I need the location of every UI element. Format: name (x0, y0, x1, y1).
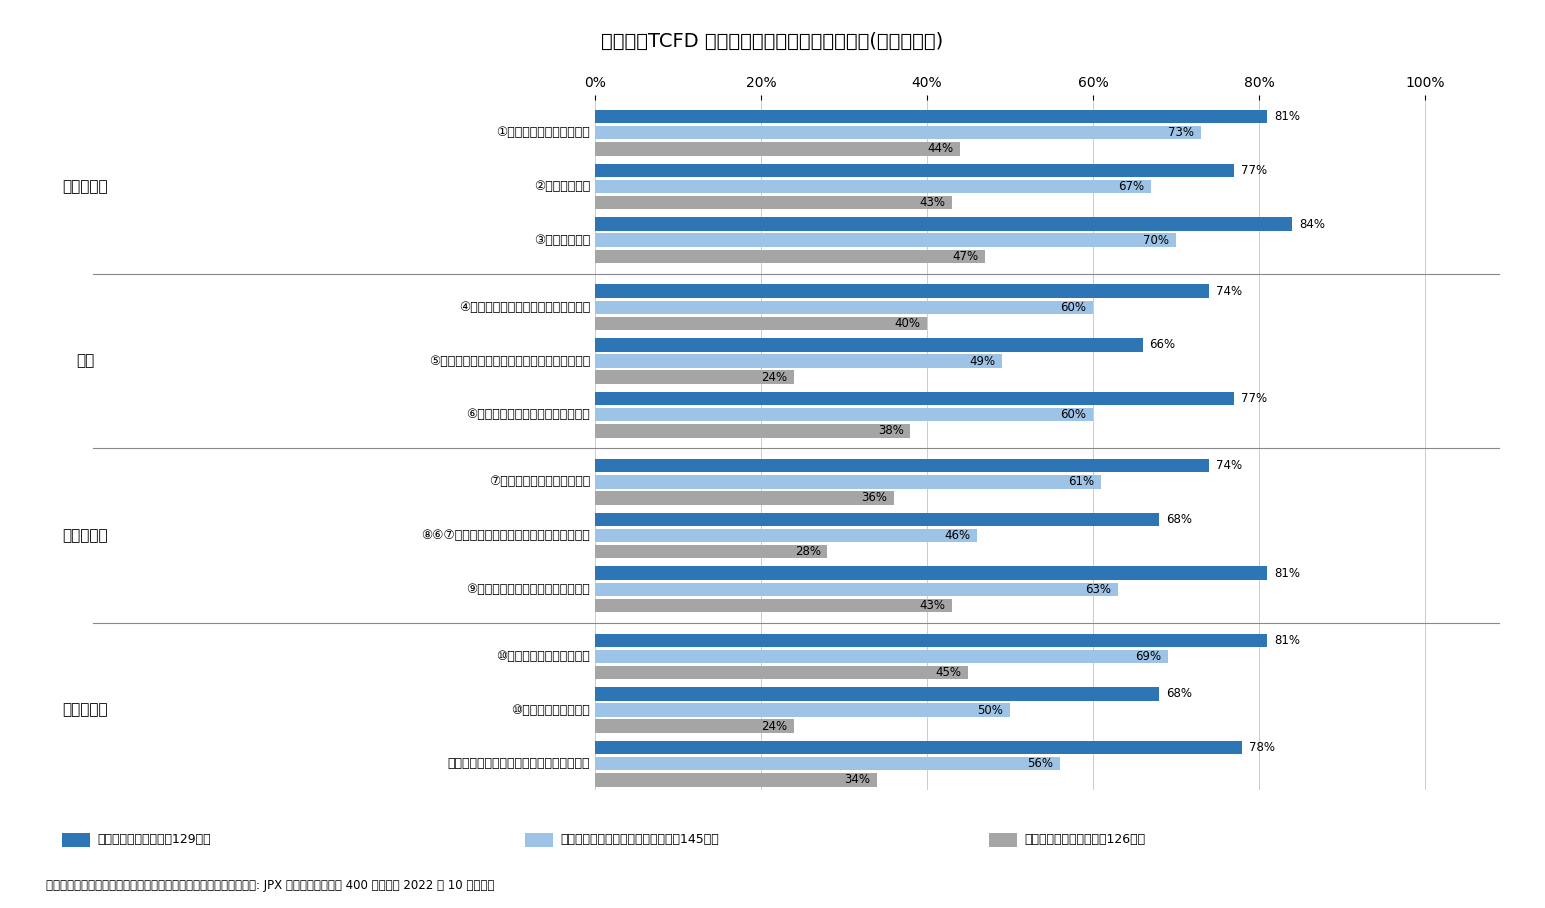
Text: 77%: 77% (1241, 392, 1267, 405)
Text: 74%: 74% (1216, 285, 1242, 298)
Bar (595, 424, 910, 438)
Bar (595, 774, 878, 786)
Text: 36%: 36% (861, 491, 887, 505)
Bar (595, 370, 794, 384)
Text: 77%: 77% (1241, 163, 1267, 177)
Text: ③リスクと機会: ③リスクと機会 (535, 233, 590, 247)
Text: 時価総題３千億円未満（126社）: 時価総題３千億円未満（126社） (1024, 834, 1145, 846)
Bar (595, 392, 1234, 405)
Bar (595, 284, 1210, 298)
Text: 47%: 47% (952, 250, 978, 262)
Text: リスク管理: リスク管理 (62, 528, 108, 543)
Bar (595, 354, 1001, 368)
Bar (595, 545, 827, 558)
Bar (595, 719, 794, 733)
Text: 24%: 24% (762, 720, 788, 733)
Text: 50%: 50% (978, 704, 1003, 716)
Text: 69%: 69% (1136, 650, 1160, 663)
Text: 43%: 43% (919, 196, 946, 209)
Bar (595, 567, 1267, 580)
Text: 67%: 67% (1119, 180, 1145, 193)
Text: 60%: 60% (1060, 409, 1086, 421)
Bar (595, 757, 1060, 771)
Text: ④ビジネス・戦略・財務計画への影響: ④ビジネス・戦略・財務計画への影響 (459, 301, 590, 314)
Bar (595, 583, 1119, 596)
Bar (595, 180, 1151, 193)
Text: ⑩スコープ１、２の排出量: ⑩スコープ１、２の排出量 (496, 650, 590, 663)
Text: ⑩スコープ３の排出量: ⑩スコープ３の排出量 (511, 704, 590, 716)
Bar (595, 528, 976, 542)
Text: 40%: 40% (895, 317, 921, 330)
Text: 63%: 63% (1085, 583, 1111, 596)
Text: ②経営者の役割: ②経営者の役割 (535, 180, 590, 193)
Bar (595, 666, 969, 679)
Bar (595, 687, 1159, 701)
Bar (595, 196, 952, 210)
Bar (595, 649, 1168, 663)
Text: 61%: 61% (1069, 476, 1095, 489)
Text: 68%: 68% (1166, 687, 1193, 700)
Text: 70%: 70% (1143, 233, 1170, 247)
Text: 目標と指標: 目標と指標 (62, 703, 108, 717)
Bar (595, 459, 1210, 472)
Text: 56%: 56% (1027, 757, 1054, 770)
Text: 68%: 68% (1166, 513, 1193, 526)
Text: ガバナンス: ガバナンス (62, 179, 108, 194)
Bar (595, 126, 1200, 140)
Text: （資料）日本証券取引所グループを元に筆者作成　（注）対象企業: JPX 日経インデックス 400 構成企業 2022 年 10 月末時点: （資料）日本証券取引所グループを元に筆者作成 （注）対象企業: JPX 日経イン… (46, 879, 494, 892)
Text: 60%: 60% (1060, 301, 1086, 314)
Text: ⑥リスクを評価・識別するプロセス: ⑥リスクを評価・識別するプロセス (467, 409, 590, 421)
Text: 図表６　TCFD 提言の開示推奨項目の開示状況(時価総題別): 図表６ TCFD 提言の開示推奨項目の開示状況(時価総題別) (601, 32, 944, 51)
Text: ⑤シナリオに基づく戦略のレジリエンスの説明: ⑤シナリオに基づく戦略のレジリエンスの説明 (430, 354, 590, 368)
Text: 戦略: 戦略 (76, 353, 94, 369)
Text: 24%: 24% (762, 370, 788, 383)
Bar (595, 301, 1092, 314)
Bar (595, 143, 959, 155)
Bar (595, 217, 1292, 231)
Bar (595, 338, 1143, 351)
Text: 84%: 84% (1299, 218, 1326, 231)
Bar (595, 634, 1267, 647)
Text: 45%: 45% (936, 666, 963, 679)
Text: ⑪リスクと機会の管理に用いる目標と実績: ⑪リスクと機会の管理に用いる目標と実績 (448, 757, 590, 770)
Text: 43%: 43% (919, 599, 946, 612)
Text: 38%: 38% (878, 424, 904, 438)
Bar (595, 741, 1242, 755)
Text: 時価総題３千億円以上１兆円未満（145社）: 時価総題３千億円以上１兆円未満（145社） (561, 834, 720, 846)
Text: 74%: 74% (1216, 459, 1242, 472)
Bar (595, 491, 893, 505)
Bar (595, 598, 952, 612)
Bar (595, 250, 986, 263)
Text: 81%: 81% (1275, 110, 1299, 123)
Text: 34%: 34% (845, 774, 870, 786)
Text: 49%: 49% (969, 354, 995, 368)
Text: 78%: 78% (1248, 741, 1275, 755)
Bar (595, 513, 1159, 526)
Text: ⑦リスクを管理するプロセス: ⑦リスクを管理するプロセス (488, 476, 590, 489)
Text: 44%: 44% (927, 143, 953, 155)
Text: 81%: 81% (1275, 567, 1299, 579)
Text: ⑨リスクと機会の評価に用いる指標: ⑨リスクと機会の評価に用いる指標 (467, 583, 590, 596)
Bar (595, 110, 1267, 123)
Bar (595, 317, 927, 331)
Text: ⑧⑥⑦が総合的リスク管理に統合されているか: ⑧⑥⑦が総合的リスク管理に統合されているか (422, 529, 590, 542)
Text: ①取締役会による監視体制: ①取締役会による監視体制 (496, 126, 590, 139)
Bar (595, 475, 1102, 489)
Text: 46%: 46% (944, 529, 970, 542)
Text: 時価総題１兆円以上（129社）: 時価総題１兆円以上（129社） (97, 834, 212, 846)
Text: 73%: 73% (1168, 126, 1194, 139)
Bar (595, 408, 1092, 421)
Bar (595, 163, 1234, 177)
Bar (595, 704, 1010, 716)
Bar (595, 233, 1176, 247)
Text: 66%: 66% (1149, 339, 1176, 351)
Text: 28%: 28% (794, 545, 820, 558)
Text: 81%: 81% (1275, 634, 1299, 646)
